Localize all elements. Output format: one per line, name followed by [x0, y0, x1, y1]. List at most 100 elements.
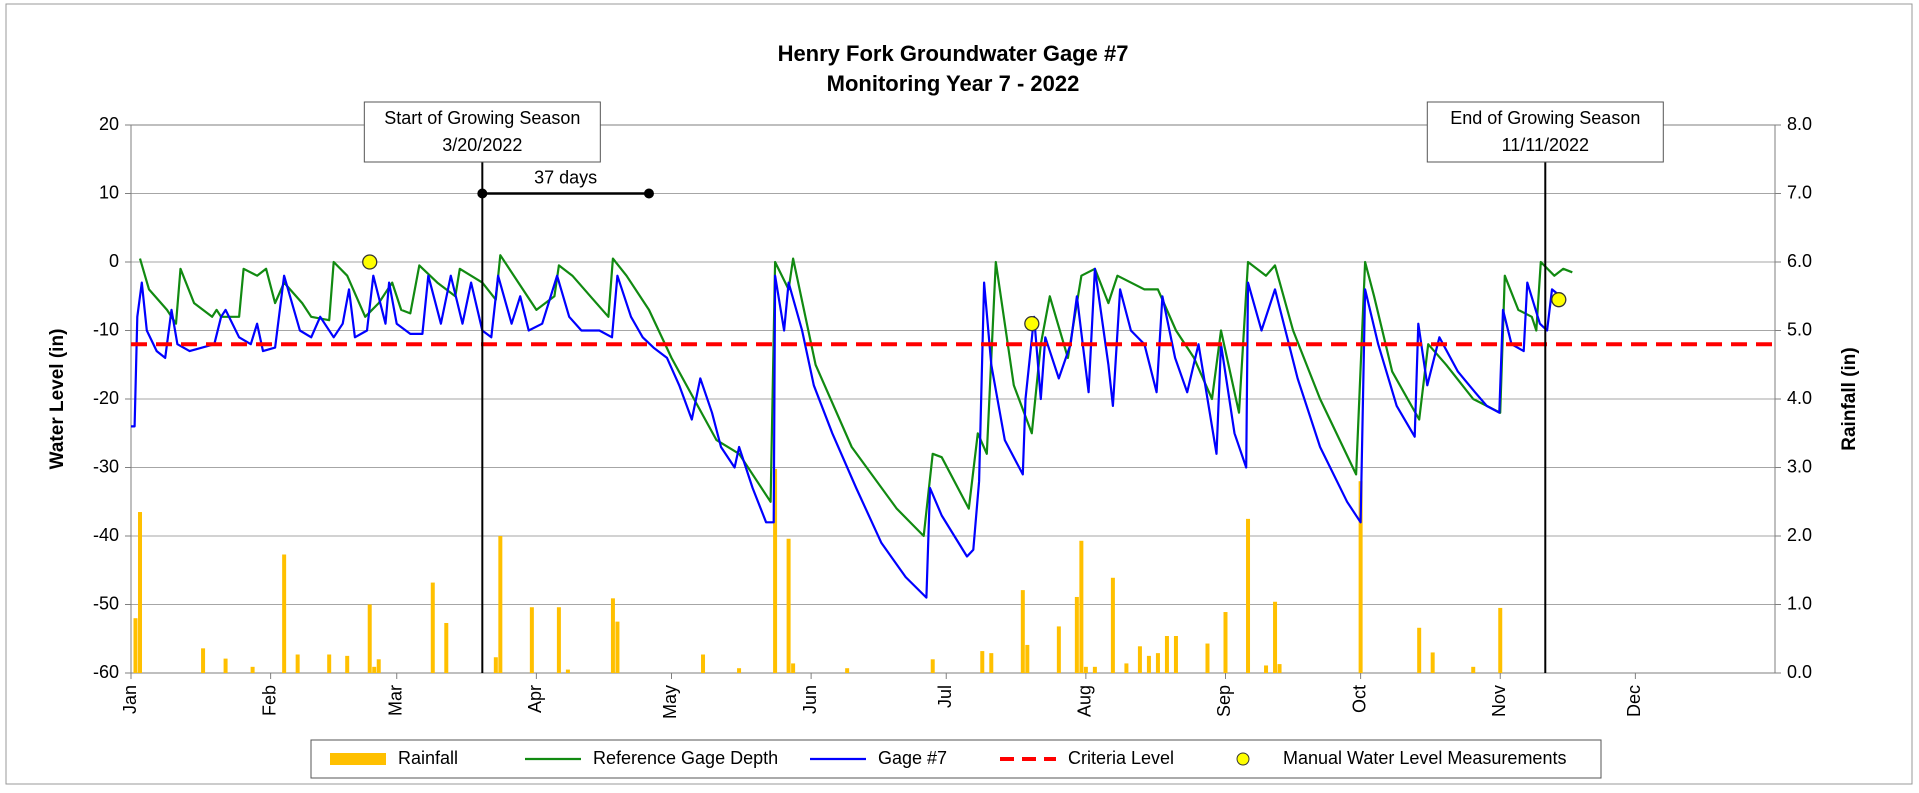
- rain-bar: [138, 512, 143, 673]
- rain-bar: [1164, 636, 1169, 673]
- chart-frame: [5, 3, 1913, 785]
- rain-bar: [498, 536, 503, 673]
- rain-bar: [980, 651, 985, 673]
- annotation-date: 3/20/2022: [442, 135, 522, 155]
- y2-tick-label: 6.0: [1787, 251, 1812, 271]
- legend-swatch: [1236, 752, 1250, 766]
- y-tick-label: 10: [99, 182, 119, 202]
- series-line: [138, 254, 1573, 538]
- chart-subtitle: Monitoring Year 7 - 2022: [827, 71, 1080, 96]
- rain-bar: [430, 582, 435, 673]
- rain-bar: [1277, 664, 1282, 673]
- annotation-date: 11/11/2022: [1502, 135, 1589, 155]
- y2-tick-label: 5.0: [1787, 319, 1812, 339]
- legend-label: Criteria Level: [1068, 748, 1174, 768]
- legend-label: Manual Water Level Measurements: [1283, 748, 1566, 768]
- rain-bar: [845, 668, 850, 673]
- series-line: [131, 267, 1562, 599]
- rain-bar: [737, 668, 742, 673]
- y2-tick-label: 3.0: [1787, 456, 1812, 476]
- y2-tick-label: 0.0: [1787, 662, 1812, 682]
- y-tick-label: -20: [93, 388, 119, 408]
- rain-bar: [250, 666, 255, 673]
- annotation-box: [1426, 101, 1664, 163]
- rain-bar: [444, 622, 449, 673]
- rain-bar: [223, 658, 228, 673]
- rain-bar: [1223, 612, 1228, 673]
- rain-bar: [1173, 636, 1178, 673]
- x-tick-label: May: [660, 685, 680, 719]
- rain-bar: [1124, 663, 1129, 673]
- rain-bar: [133, 618, 138, 673]
- legend-swatch: [330, 753, 386, 765]
- span-end: [477, 188, 488, 199]
- legend-label: Rainfall: [398, 748, 458, 768]
- rain-bar: [376, 659, 381, 673]
- rain-bar: [773, 468, 778, 673]
- rain-bar: [791, 663, 796, 673]
- y-axis-label: Water Level (in): [47, 329, 68, 470]
- rain-bar: [1205, 643, 1210, 673]
- x-tick-label: Nov: [1489, 685, 1509, 717]
- rain-bar: [1246, 518, 1251, 673]
- rain-bar: [930, 659, 935, 673]
- y-tick-label: -40: [93, 525, 119, 545]
- rain-bar: [295, 654, 300, 673]
- annotation-label: End of Growing Season: [1450, 108, 1640, 128]
- rain-bar: [1083, 666, 1088, 673]
- span-label: 37 days: [534, 167, 597, 187]
- rain-bar: [1471, 666, 1476, 673]
- y2-tick-label: 2.0: [1787, 525, 1812, 545]
- y2-tick-label: 1.0: [1787, 593, 1812, 613]
- y2-axis-label: Rainfall (in): [1839, 347, 1860, 450]
- x-tick-label: Oct: [1349, 685, 1369, 713]
- rain-bar: [610, 598, 615, 673]
- rain-bar: [989, 653, 994, 673]
- rain-bar: [1358, 481, 1363, 673]
- rain-bar: [345, 655, 350, 673]
- manual-point: [1551, 292, 1567, 308]
- rain-bar: [1079, 540, 1084, 673]
- manual-point: [362, 254, 378, 270]
- y2-tick-label: 4.0: [1787, 388, 1812, 408]
- y2-tick-label: 8.0: [1787, 114, 1812, 134]
- rain-bar: [1056, 626, 1061, 673]
- y-tick-label: -60: [93, 662, 119, 682]
- x-tick-label: Jul: [935, 685, 955, 708]
- y-tick-label: 0: [109, 251, 119, 271]
- rain-bar: [615, 621, 620, 673]
- rain-bar: [1498, 607, 1503, 673]
- rain-bar: [1020, 590, 1025, 673]
- x-tick-label: Jun: [800, 685, 820, 714]
- x-tick-label: Aug: [1075, 685, 1095, 717]
- x-tick-label: Apr: [525, 685, 545, 713]
- rain-bar: [327, 654, 332, 673]
- rain-bar: [565, 669, 570, 673]
- y-tick-label: -50: [93, 593, 119, 613]
- rain-bar: [1155, 653, 1160, 673]
- rain-bar: [367, 604, 372, 673]
- y-tick-label: 20: [99, 114, 119, 134]
- manual-point: [1024, 315, 1040, 332]
- legend-label: Gage #7: [878, 748, 947, 768]
- chart-title: Henry Fork Groundwater Gage #7: [778, 41, 1129, 66]
- y-tick-label: -10: [93, 319, 119, 339]
- rain-bar: [1264, 665, 1269, 673]
- legend-label: Reference Gage Depth: [593, 748, 778, 768]
- rain-bar: [1417, 627, 1422, 673]
- rain-bar: [201, 648, 206, 673]
- rain-bar: [556, 607, 561, 673]
- rain-bar: [1074, 596, 1079, 673]
- rain-bar: [1092, 666, 1097, 673]
- rain-bar: [1146, 655, 1151, 673]
- annotation-label: Start of Growing Season: [384, 108, 580, 128]
- rain-bar: [372, 666, 377, 673]
- x-tick-label: Dec: [1624, 685, 1644, 717]
- rain-bar: [1137, 646, 1142, 673]
- rain-bar: [493, 657, 498, 673]
- rain-bar: [701, 654, 706, 673]
- rain-bar: [786, 538, 791, 673]
- y2-tick-label: 7.0: [1787, 182, 1812, 202]
